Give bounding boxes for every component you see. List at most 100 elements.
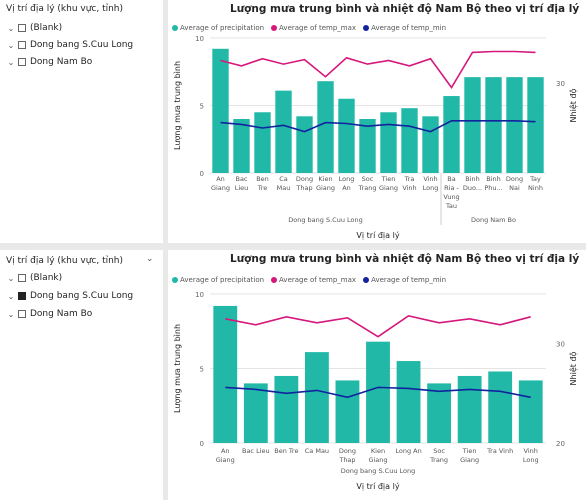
legend-item-temp-max[interactable]: Average of temp_max <box>271 276 356 284</box>
legend-item-temp-min[interactable]: Average of temp_min <box>363 24 446 32</box>
x-group-label: Dong Nam Bo <box>471 216 516 224</box>
chevron-down-icon[interactable]: ⌄ <box>146 254 154 264</box>
checkbox-icon[interactable] <box>18 310 26 318</box>
combo-chart: 051030AnGiangBacLieuBenTreCaMauDongThapK… <box>173 35 578 241</box>
x-group-label: Dong bang S.Cuu Long <box>288 216 362 224</box>
x-tick-label: Lieu <box>235 184 249 192</box>
legend-item-precip[interactable]: Average of precipitation <box>172 276 264 284</box>
x-tick-label: An <box>216 175 225 183</box>
chevron-down-icon[interactable]: ⌄ <box>7 40 15 50</box>
x-tick-label: Duo... <box>463 184 482 192</box>
chart-legend: Average of precipitation Average of temp… <box>172 276 453 284</box>
x-tick-label: Ria - <box>444 184 459 192</box>
bar <box>213 305 238 443</box>
y2-tick-label: 30 <box>556 80 565 88</box>
checkbox-icon[interactable] <box>18 41 26 49</box>
slicer-panel-top: Vị trí địa lý (khu vực, tỉnh) ⌄ (Blank) … <box>0 0 163 243</box>
slicer-item-dong-bang[interactable]: ⌄ Dong bang S.Cuu Long <box>6 289 134 303</box>
bar <box>338 98 355 173</box>
x-tick-label: Thap <box>338 456 355 464</box>
x-axis-title: Vị trí địa lý <box>356 482 399 492</box>
line-temp-max <box>220 50 536 89</box>
x-tick-label: Long <box>423 184 439 192</box>
bar <box>396 361 421 443</box>
x-tick-label: Tre <box>257 184 268 192</box>
bar <box>304 352 329 443</box>
line-temp-min <box>225 386 531 399</box>
chevron-down-icon[interactable]: ⌄ <box>7 291 15 301</box>
checkbox-icon[interactable] <box>18 24 26 32</box>
x-tick-label: Soc <box>433 447 445 455</box>
chevron-down-icon[interactable]: ⌄ <box>7 273 15 283</box>
slicer-item-dong-nam-bo[interactable]: ⌄ Dong Nam Bo <box>6 55 93 69</box>
bar <box>457 375 482 443</box>
y2-axis-title: Nhiệt độ <box>568 351 578 385</box>
x-tick-label: Trang <box>358 184 377 192</box>
y2-tick-label: 30 <box>556 341 565 349</box>
chart-title: Lượng mưa trung bình và nhiệt độ Nam Bộ … <box>230 253 580 265</box>
line-temp-max <box>225 315 531 338</box>
x-tick-label: Long An <box>395 447 421 455</box>
x-tick-label: Vinh <box>402 184 416 192</box>
x-tick-label: Ninh <box>528 184 543 192</box>
chart-legend: Average of precipitation Average of temp… <box>172 24 453 32</box>
legend-item-temp-max[interactable]: Average of temp_max <box>271 24 356 32</box>
x-tick-label: An <box>221 447 230 455</box>
x-tick-label: Giang <box>368 456 387 464</box>
chevron-down-icon[interactable]: ⌄ <box>7 23 15 33</box>
slicer-item-label: Dong Nam Bo <box>30 309 93 319</box>
chart-panel-bottom: Lượng mưa trung bình và nhiệt độ Nam Bộ … <box>168 250 586 500</box>
bar <box>254 112 271 173</box>
chevron-down-icon[interactable]: ⌄ <box>7 57 15 67</box>
x-tick-label: Ba <box>447 175 455 183</box>
slicer-item-dong-nam-bo[interactable]: ⌄ Dong Nam Bo <box>6 307 93 321</box>
slicer-item-blank[interactable]: ⌄ (Blank) <box>6 21 63 35</box>
bar <box>506 77 523 173</box>
x-tick-label: Ca Mau <box>305 447 329 455</box>
slicer-item-label: (Blank) <box>30 273 63 283</box>
y-tick-label: 5 <box>200 366 204 374</box>
checkbox-icon[interactable] <box>18 274 26 282</box>
bar <box>335 380 360 443</box>
bar <box>488 371 513 443</box>
bar <box>464 77 481 173</box>
x-tick-label: Binh <box>465 175 480 183</box>
chart-title: Lượng mưa trung bình và nhiệt độ Nam Bộ … <box>230 3 580 15</box>
bar <box>212 48 229 173</box>
slicer-title: Vị trí địa lý (khu vực, tỉnh) <box>6 4 124 14</box>
bar <box>401 108 418 173</box>
bar <box>233 119 250 173</box>
x-tick-label: Phu... <box>484 184 502 192</box>
x-tick-label: Giang <box>316 184 335 192</box>
bar <box>422 116 439 173</box>
slicer-item-label: Dong bang S.Cuu Long <box>30 291 134 301</box>
checkbox-icon[interactable] <box>18 58 26 66</box>
slicer-item-label: Dong Nam Bo <box>30 57 93 67</box>
x-tick-label: Ca <box>279 175 288 183</box>
x-tick-label: Bac Lieu <box>242 447 270 455</box>
bar <box>443 96 460 173</box>
y-axis-title: Lượng mưa trung bình <box>173 324 182 413</box>
slicer-item-blank[interactable]: ⌄ (Blank) <box>6 271 63 285</box>
slicer-item-dong-bang[interactable]: ⌄ Dong bang S.Cuu Long <box>6 38 134 52</box>
x-tick-label: Ben Tre <box>274 447 298 455</box>
checkbox-icon[interactable] <box>18 292 26 300</box>
y-axis-title: Lượng mưa trung bình <box>173 61 182 150</box>
bar <box>359 119 376 173</box>
legend-item-precip[interactable]: Average of precipitation <box>172 24 264 32</box>
bar <box>274 375 299 443</box>
x-tick-label: Vung <box>443 193 459 201</box>
chevron-down-icon[interactable]: ⌄ <box>7 309 15 319</box>
x-tick-label: Dong <box>339 447 356 455</box>
legend-item-temp-min[interactable]: Average of temp_min <box>363 276 446 284</box>
y-tick-label: 10 <box>195 291 204 299</box>
x-tick-label: Tra <box>404 175 415 183</box>
y-tick-label: 0 <box>200 440 204 448</box>
bar <box>317 81 334 173</box>
y2-tick-label: 20 <box>556 440 565 448</box>
x-tick-label: Tay <box>529 175 541 183</box>
x-tick-label: Kien <box>371 447 385 455</box>
y-tick-label: 10 <box>195 35 204 43</box>
y-tick-label: 0 <box>200 170 204 178</box>
x-tick-label: Soc <box>362 175 374 183</box>
